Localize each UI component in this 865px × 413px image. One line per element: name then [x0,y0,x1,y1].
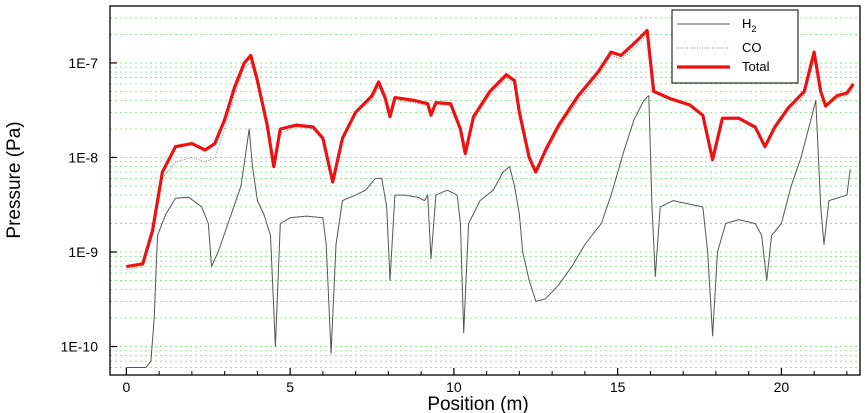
x-tick-label: 15 [610,379,626,395]
x-tick-label: 10 [446,379,462,395]
series-line-h2 [126,95,851,368]
axes [109,5,861,376]
y-axis-title: Pressure (Pa) [4,121,25,238]
series-lines [126,28,855,368]
x-tick-label: 0 [122,379,130,395]
legend-h2-label: H2 [742,16,756,34]
x-axis-title: Position (m) [427,394,528,413]
series-line-total [126,28,855,269]
y-tick-label: 1E-8 [68,149,98,165]
plot-frame [109,5,861,376]
tick-labels: 0 5 10 15 20 1E-10 1E-9 1E-8 1E-7 [61,55,790,395]
legend-box [671,9,799,84]
legend-total-label: Total [742,59,770,74]
y-tick-label: 1E-7 [68,55,98,71]
x-tick-label: 20 [774,379,790,395]
legend: H2 CO Total [671,9,799,84]
y-tick-label: 1E-10 [61,339,99,355]
legend-co-label: CO [742,40,762,55]
x-tick-label: 5 [286,379,294,395]
y-tick-label: 1E-9 [68,244,98,260]
